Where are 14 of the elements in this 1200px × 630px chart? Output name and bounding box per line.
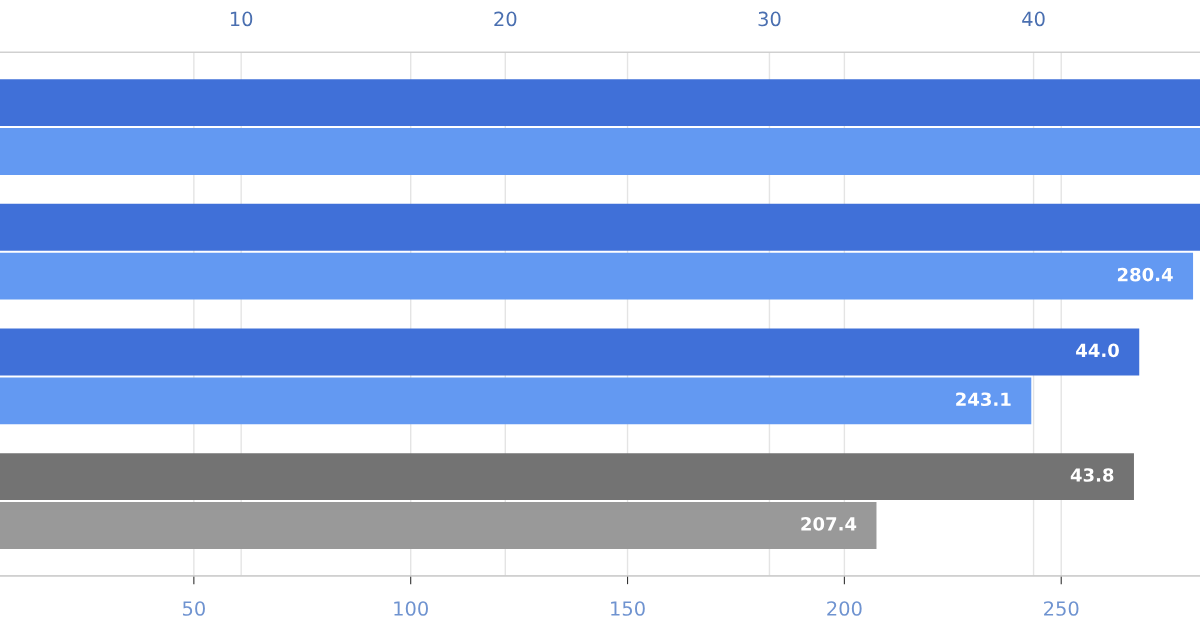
x-tick-label: 250 [1044,601,1079,616]
x2-tick-label: 40 [1022,11,1045,27]
x2-tick-label: 30 [758,11,781,27]
x2-tick-label: 20 [494,11,517,27]
data-label: 280.4 [1117,267,1173,282]
data-label: 243.1 [956,392,1011,407]
data-label: 44.0 [1076,343,1119,358]
x-tick-label: 50 [182,601,205,616]
x2-tick-label: 10 [230,11,253,27]
data-label: 207.4 [801,517,857,531]
x-tick-label: 100 [394,601,428,616]
x-tick-label: 200 [827,601,862,616]
x-tick-label: 150 [611,601,645,616]
data-label: 43.8 [1070,468,1114,482]
